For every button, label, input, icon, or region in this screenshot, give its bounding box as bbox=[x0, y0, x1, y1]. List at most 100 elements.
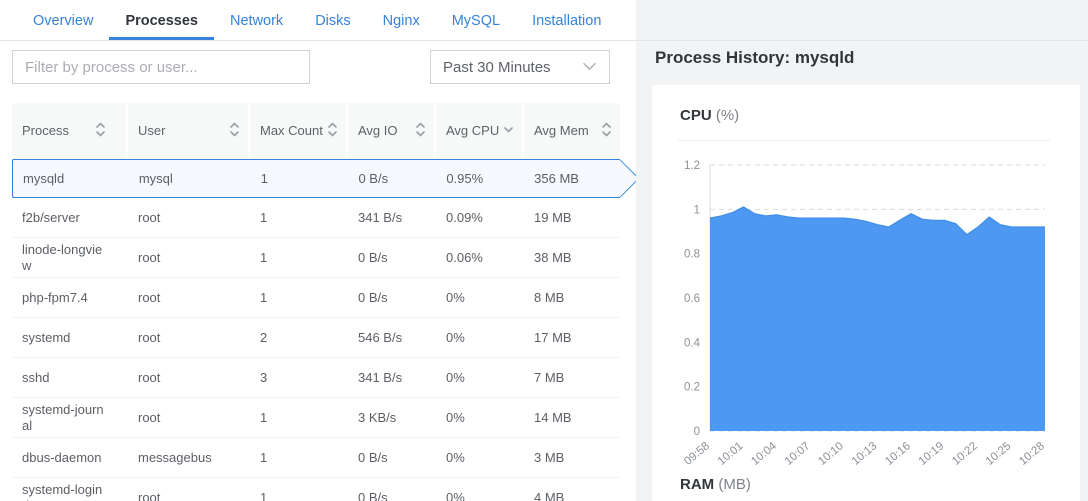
tab-overview[interactable]: Overview bbox=[33, 12, 94, 29]
column-label: Process bbox=[22, 123, 69, 138]
tab-installation[interactable]: Installation bbox=[532, 12, 602, 29]
cell-avg-io: 0 B/s bbox=[358, 449, 388, 465]
filter-input[interactable] bbox=[12, 50, 310, 84]
ram-chart-title: RAM (MB) bbox=[680, 476, 751, 493]
tabbar-divider bbox=[0, 40, 1088, 41]
table-header-row: Process User Max Count Avg IO Avg CPU Avg Mem bbox=[12, 103, 620, 159]
table-row-linode-longview[interactable]: linode-longview root 1 0 B/s 0.06% 38 MB bbox=[12, 238, 620, 278]
table-row-f2b-server[interactable]: f2b/server root 1 341 B/s 0.09% 19 MB bbox=[12, 198, 620, 238]
cell-avg-io: 0 B/s bbox=[358, 489, 388, 501]
cell-max-count: 1 bbox=[260, 170, 268, 186]
table-row-mysqld[interactable]: mysqld mysql 1 0 B/s 0.95% 356 MB bbox=[12, 159, 640, 198]
cell-avg-mem: 8 MB bbox=[534, 289, 565, 305]
cell-user: root bbox=[138, 289, 161, 305]
svg-text:10:07: 10:07 bbox=[783, 440, 813, 468]
column-label: User bbox=[138, 123, 166, 138]
cell-max-count: 1 bbox=[260, 249, 268, 265]
cell-max-count: 1 bbox=[260, 449, 268, 465]
table-row-php-fpm7-4[interactable]: php-fpm7.4 root 1 0 B/s 0% 8 MB bbox=[12, 278, 620, 318]
column-label: Max Count bbox=[260, 123, 323, 138]
cell-user: root bbox=[138, 209, 161, 225]
cell-avg-mem: 7 MB bbox=[534, 369, 565, 385]
cell-avg-cpu: 0% bbox=[446, 489, 465, 501]
cell-process: systemd bbox=[22, 329, 71, 345]
cell-avg-cpu: 0.09% bbox=[446, 209, 483, 225]
table-body: mysqld mysql 1 0 B/s 0.95% 356 MB f2b/server ro… bbox=[12, 159, 640, 501]
tab-bar: Overview Processes Network Disks Nginx MySQL I… bbox=[17, 0, 617, 41]
cpu-chart-title: CPU (%) bbox=[680, 107, 740, 124]
cell-avg-cpu: 0% bbox=[446, 289, 465, 305]
tab-disks[interactable]: Disks bbox=[315, 12, 351, 29]
table-row-sshd[interactable]: sshd root 3 341 B/s 0% 7 MB bbox=[12, 358, 620, 398]
column-label: Avg Mem bbox=[534, 123, 589, 138]
process-table: Process User Max Count Avg IO Avg CPU Avg Mem… bbox=[12, 103, 640, 501]
tab-processes[interactable]: Processes bbox=[109, 0, 214, 41]
table-row-systemd[interactable]: systemd root 2 546 B/s 0% 17 MB bbox=[12, 318, 620, 358]
cell-avg-io: 0 B/s bbox=[358, 170, 389, 186]
table-row-systemd-logind[interactable]: systemd-logind root 1 0 B/s 0% 4 MB bbox=[12, 478, 620, 501]
chevron-down-icon bbox=[582, 58, 597, 76]
chart-divider bbox=[678, 140, 1050, 141]
svg-text:10:13: 10:13 bbox=[850, 440, 880, 468]
cell-process: f2b/server bbox=[22, 209, 80, 225]
cell-avg-cpu: 0% bbox=[446, 329, 465, 345]
cell-process: mysqld bbox=[23, 170, 65, 186]
cell-avg-mem: 19 MB bbox=[534, 209, 572, 225]
cpu-area-chart: 00.20.40.60.811.209:58 10:01 10:04 10:07 10:… bbox=[682, 160, 1047, 468]
cell-avg-io: 0 B/s bbox=[358, 289, 388, 305]
svg-text:0.8: 0.8 bbox=[684, 249, 700, 261]
tab-mysql[interactable]: MySQL bbox=[451, 12, 501, 29]
svg-text:0: 0 bbox=[694, 426, 700, 438]
cell-user: root bbox=[138, 409, 161, 425]
svg-text:10:16: 10:16 bbox=[883, 440, 913, 468]
time-range-select[interactable]: Past 30 Minutes bbox=[430, 50, 610, 84]
cell-avg-mem: 3 MB bbox=[534, 449, 565, 465]
cell-avg-cpu: 0% bbox=[446, 409, 465, 425]
cell-user: messagebus bbox=[138, 449, 212, 465]
cell-max-count: 1 bbox=[260, 209, 268, 225]
sort-icon bbox=[229, 121, 240, 142]
column-header-avg-io[interactable]: Avg IO bbox=[348, 103, 434, 159]
table-row-systemd-journal[interactable]: systemd-journal root 1 3 KB/s 0% 14 MB bbox=[12, 398, 620, 438]
sort-icon bbox=[95, 121, 106, 142]
sort-icon bbox=[601, 121, 612, 142]
svg-text:10:01: 10:01 bbox=[716, 440, 746, 468]
tab-network[interactable]: Network bbox=[230, 12, 284, 29]
svg-text:10:10: 10:10 bbox=[816, 440, 846, 468]
cell-avg-mem: 17 MB bbox=[534, 329, 572, 345]
sort-icon bbox=[327, 121, 338, 142]
cell-user: mysql bbox=[138, 170, 173, 186]
process-history-title: Process History: mysqld bbox=[655, 48, 855, 67]
cell-process: systemd-logind bbox=[22, 481, 103, 501]
cell-max-count: 2 bbox=[260, 329, 268, 345]
cell-avg-mem: 4 MB bbox=[534, 489, 565, 501]
column-header-process[interactable]: Process bbox=[12, 103, 126, 159]
cell-max-count: 1 bbox=[260, 409, 268, 425]
sort-desc-icon bbox=[503, 121, 514, 142]
cell-user: root bbox=[138, 329, 161, 345]
column-header-avg-cpu[interactable]: Avg CPU bbox=[436, 103, 522, 159]
svg-text:10:25: 10:25 bbox=[984, 440, 1014, 468]
cell-max-count: 3 bbox=[260, 369, 268, 385]
svg-text:0.2: 0.2 bbox=[684, 382, 700, 394]
svg-text:0.6: 0.6 bbox=[684, 293, 700, 305]
cell-avg-io: 341 B/s bbox=[358, 209, 403, 225]
cell-avg-io: 3 KB/s bbox=[358, 409, 397, 425]
cell-avg-mem: 356 MB bbox=[534, 170, 579, 186]
sort-icon bbox=[415, 121, 426, 142]
svg-text:10:04: 10:04 bbox=[749, 440, 779, 468]
column-header-max-count[interactable]: Max Count bbox=[250, 103, 346, 159]
column-header-avg-mem[interactable]: Avg Mem bbox=[524, 103, 620, 159]
cell-avg-cpu: 0.06% bbox=[446, 249, 483, 265]
cell-avg-io: 546 B/s bbox=[358, 329, 403, 345]
cell-max-count: 1 bbox=[260, 489, 268, 501]
table-row-dbus-daemon[interactable]: dbus-daemon messagebus 1 0 B/s 0% 3 MB bbox=[12, 438, 620, 478]
cell-avg-cpu: 0.95% bbox=[446, 170, 484, 186]
column-header-user[interactable]: User bbox=[128, 103, 248, 159]
tab-nginx[interactable]: Nginx bbox=[382, 12, 420, 29]
process-history-pane: Process History: mysqld CPU (%) 0 0.2 0.4 0… bbox=[636, 0, 1088, 501]
cell-process: dbus-daemon bbox=[22, 449, 102, 465]
cell-avg-cpu: 0% bbox=[446, 369, 465, 385]
cell-user: root bbox=[138, 249, 161, 265]
cell-avg-io: 0 B/s bbox=[358, 249, 388, 265]
